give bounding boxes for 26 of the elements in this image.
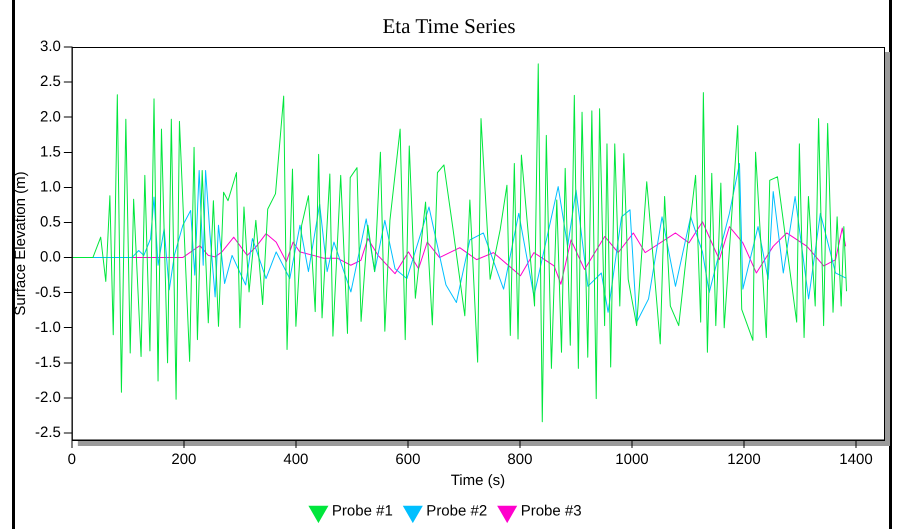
y-tick-label: -2.5 bbox=[34, 424, 61, 442]
y-tick-label: 0.5 bbox=[40, 214, 61, 231]
x-tick-label: 800 bbox=[507, 451, 532, 468]
y-tick-label: 1.5 bbox=[40, 143, 61, 160]
x-tick-label: 600 bbox=[395, 451, 420, 468]
y-tick-label: 1.0 bbox=[40, 178, 61, 196]
x-tick-label: 400 bbox=[283, 451, 308, 468]
y-tick-label: -1.5 bbox=[34, 354, 61, 371]
y-tick-label: 2.5 bbox=[40, 73, 61, 90]
y-axis-title: Surface Elevation (m) bbox=[12, 171, 30, 316]
y-tick-label: 0.0 bbox=[40, 248, 61, 266]
x-tick-label: 1000 bbox=[615, 451, 649, 468]
y-tick-label: -0.5 bbox=[34, 284, 61, 301]
y-tick-label: -2.0 bbox=[34, 389, 61, 406]
legend-label: Probe #2 bbox=[426, 502, 488, 520]
y-tick-label: -1.0 bbox=[34, 318, 61, 336]
x-axis-title: Time (s) bbox=[450, 472, 506, 490]
y-tick-label: 3.0 bbox=[40, 38, 61, 56]
y-tick-label: 2.0 bbox=[40, 108, 61, 126]
legend-label: Probe #3 bbox=[520, 502, 582, 520]
x-tick-label: 0 bbox=[68, 451, 76, 468]
legend-label: Probe #1 bbox=[332, 502, 393, 520]
x-tick-label: 1200 bbox=[727, 451, 761, 468]
x-tick-label: 1400 bbox=[839, 451, 873, 468]
chart-title: Eta Time Series bbox=[381, 14, 516, 39]
x-tick-label: 200 bbox=[171, 451, 196, 468]
